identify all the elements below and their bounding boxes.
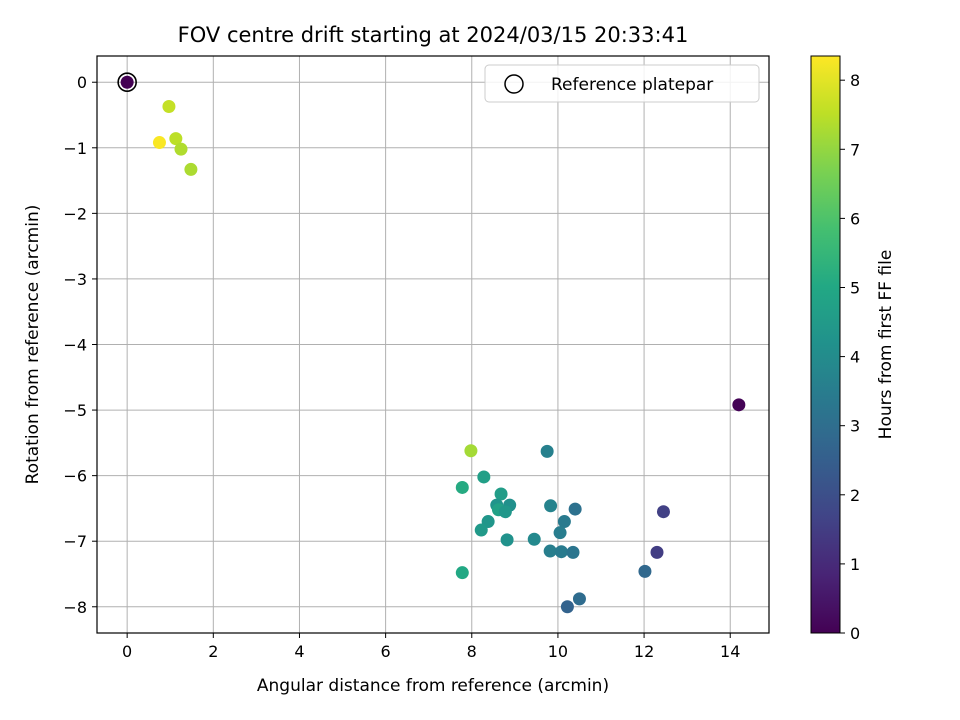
- x-tick-label: 2: [208, 642, 218, 661]
- data-point: [732, 398, 746, 412]
- data-point: [566, 545, 580, 559]
- data-point: [494, 487, 508, 501]
- y-tick-label: −2: [63, 204, 87, 223]
- data-point: [162, 99, 176, 113]
- colorbar-ticks: 0 1 2 3 4 5 6 7 8: [840, 71, 860, 643]
- colorbar: 0 1 2 3 4 5 6 7 8 Hours from first FF file: [810, 55, 896, 643]
- x-tick-label: 8: [467, 642, 477, 661]
- data-point: [543, 544, 557, 558]
- data-point: [572, 592, 586, 606]
- axis-ticks: 0 2 4 6 8 10 12 14 0 −1 −2 −3 −4 −5 −6 −7 −8: [63, 73, 740, 661]
- colorbar-tick-label: 8: [850, 71, 860, 90]
- data-points: [117, 72, 746, 614]
- data-point: [455, 566, 469, 580]
- x-tick-label: 14: [720, 642, 740, 661]
- data-point: [498, 505, 512, 519]
- data-point: [638, 564, 652, 578]
- x-tick-label: 12: [634, 642, 654, 661]
- data-point: [152, 136, 166, 150]
- colorbar-tick-label: 6: [850, 209, 860, 228]
- data-point: [527, 532, 541, 546]
- legend-label: Reference platepar: [551, 75, 713, 95]
- data-point: [568, 502, 582, 516]
- legend-marker: [504, 74, 524, 94]
- data-point: [544, 499, 558, 513]
- colorbar-gradient: [810, 55, 841, 634]
- data-point: [560, 600, 574, 614]
- x-tick-label: 10: [548, 642, 568, 661]
- y-tick-label: −5: [63, 401, 87, 420]
- colorbar-tick-label: 4: [850, 348, 860, 367]
- data-point: [174, 142, 188, 156]
- data-point: [474, 523, 488, 537]
- data-point: [184, 162, 198, 176]
- data-point: [477, 470, 491, 484]
- x-tick-label: 0: [122, 642, 132, 661]
- legend-box: [484, 64, 760, 103]
- y-tick-label: −6: [63, 467, 87, 486]
- y-tick-label: −1: [63, 139, 87, 158]
- data-point: [455, 480, 469, 494]
- y-tick-label: −3: [63, 270, 87, 289]
- data-point: [169, 132, 183, 146]
- legend: Reference platepar: [484, 64, 760, 103]
- reference-marker: [117, 72, 137, 93]
- data-point: [656, 505, 670, 519]
- grid: [97, 56, 769, 633]
- chart-title: FOV centre drift starting at 2024/03/15 …: [178, 23, 689, 47]
- colorbar-tick-label: 5: [850, 278, 860, 297]
- y-axis-title: Rotation from reference (arcmin): [23, 205, 43, 485]
- data-point: [557, 515, 571, 529]
- data-point: [554, 545, 568, 559]
- x-tick-label: 4: [294, 642, 304, 661]
- data-point: [650, 545, 664, 559]
- colorbar-tick-label: 1: [850, 555, 860, 574]
- colorbar-tick-label: 0: [850, 624, 860, 643]
- y-tick-label: −7: [63, 532, 87, 551]
- y-tick-label: −8: [63, 598, 87, 617]
- colorbar-title: Hours from first FF file: [876, 250, 896, 440]
- y-tick-label: −4: [63, 336, 87, 355]
- y-tick-label: 0: [77, 73, 87, 92]
- colorbar-tick-label: 2: [850, 486, 860, 505]
- data-point: [500, 533, 514, 547]
- data-point: [120, 75, 134, 89]
- data-point: [540, 444, 554, 458]
- colorbar-tick-label: 3: [850, 417, 860, 436]
- data-point: [553, 526, 567, 540]
- data-point: [464, 444, 478, 458]
- x-axis-title: Angular distance from reference (arcmin): [257, 676, 609, 696]
- x-tick-label: 6: [381, 642, 391, 661]
- colorbar-tick-label: 7: [850, 140, 860, 159]
